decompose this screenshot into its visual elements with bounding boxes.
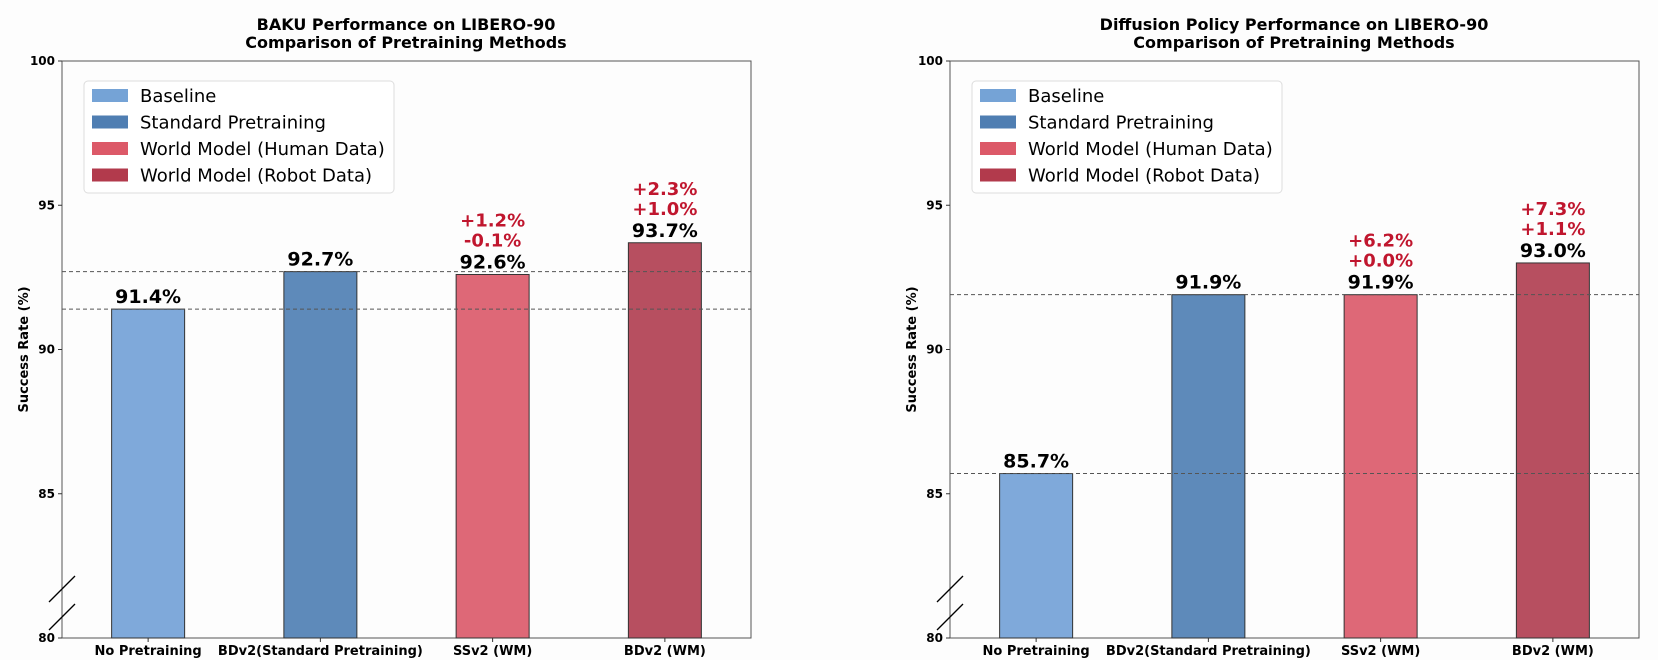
y-axis-label: Success Rate (%): [905, 286, 920, 412]
chart-panel-diffusion-policy: Diffusion Policy Performance on LIBERO-9…: [905, 15, 1640, 659]
legend-label: Baseline: [140, 86, 216, 107]
legend-box: [83, 80, 395, 194]
bar-delta-label: -0.1%: [464, 230, 521, 251]
y-tick-label: 80: [926, 631, 943, 645]
bar: [1171, 294, 1246, 639]
x-tick-label: BDv2(Standard Pretraining): [218, 644, 423, 659]
legend-label: World Model (Robot Data): [140, 166, 372, 187]
legend-label: World Model (Robot Data): [1028, 166, 1260, 187]
legend-swatch: [980, 89, 1016, 102]
bar-value-label: 93.7%: [632, 220, 698, 242]
legend-box: [971, 80, 1283, 194]
y-tick-label: 90: [926, 343, 943, 357]
legend-swatch: [92, 142, 128, 155]
axis-break-mark: [936, 575, 964, 603]
x-tick-label: BDv2 (WM): [624, 644, 706, 659]
y-tick-label: 85: [926, 487, 943, 501]
legend-swatch: [980, 115, 1016, 129]
x-tick-label: BDv2 (WM): [1512, 644, 1594, 659]
bar-value-label: 91.9%: [1175, 272, 1241, 294]
axis-break-mark: [48, 575, 76, 603]
bar-delta-label: +0.0%: [1348, 251, 1413, 272]
bar-value-label: 92.7%: [287, 249, 353, 271]
bar: [455, 273, 530, 639]
y-tick-label: 80: [38, 631, 55, 645]
x-tick-label: No Pretraining: [95, 644, 202, 659]
bar: [111, 308, 186, 639]
x-tick-label: SSv2 (WM): [1341, 644, 1420, 659]
legend-swatch: [92, 115, 128, 129]
bar-delta-label: +7.3%: [1520, 199, 1585, 220]
bar-value-label: 85.7%: [1003, 451, 1069, 473]
y-tick-label: 85: [38, 487, 55, 501]
axis-break-mark: [936, 603, 964, 631]
bar-delta-label: +6.2%: [1348, 231, 1413, 252]
legend-label: World Model (Human Data): [1028, 139, 1273, 160]
legend-label: Standard Pretraining: [140, 113, 326, 134]
legend-label: Standard Pretraining: [1028, 113, 1214, 134]
chart-subtitle: Comparison of Pretraining Methods: [245, 33, 566, 52]
bar-delta-label: +1.0%: [632, 199, 697, 220]
legend-label: World Model (Human Data): [140, 139, 385, 160]
y-tick-label: 90: [38, 343, 55, 357]
legend-swatch: [980, 142, 1016, 155]
bar: [999, 473, 1074, 639]
bar: [1343, 294, 1418, 639]
x-tick-label: No Pretraining: [983, 644, 1090, 659]
bar-value-label: 92.6%: [460, 251, 526, 273]
y-tick-label: 95: [38, 198, 55, 212]
legend-label: Baseline: [1028, 86, 1104, 107]
legend-swatch: [92, 89, 128, 102]
chart-title: Diffusion Policy Performance on LIBERO-9…: [1100, 15, 1489, 34]
x-tick-label: SSv2 (WM): [453, 644, 532, 659]
legend-swatch: [980, 168, 1016, 182]
bar: [283, 271, 358, 639]
bar: [1515, 262, 1590, 639]
y-tick-label: 100: [918, 54, 943, 68]
bar-value-label: 93.0%: [1520, 240, 1586, 262]
bar-value-label: 91.4%: [115, 286, 181, 308]
bar: [627, 242, 702, 639]
bar-delta-label: +1.2%: [460, 210, 525, 231]
chart-title: BAKU Performance on LIBERO-90: [257, 15, 556, 34]
axis-break-mark: [48, 603, 76, 631]
y-tick-label: 95: [926, 198, 943, 212]
y-axis-label: Success Rate (%): [17, 286, 32, 412]
legend-swatch: [92, 168, 128, 182]
chart-subtitle: Comparison of Pretraining Methods: [1133, 33, 1454, 52]
chart-panel-baku: BAKU Performance on LIBERO-90Comparison …: [17, 15, 752, 659]
y-tick-label: 100: [30, 54, 55, 68]
bar-value-label: 91.9%: [1348, 272, 1414, 294]
x-tick-label: BDv2(Standard Pretraining): [1106, 644, 1311, 659]
bar-delta-label: +2.3%: [632, 179, 697, 200]
bar-delta-label: +1.1%: [1520, 219, 1585, 240]
